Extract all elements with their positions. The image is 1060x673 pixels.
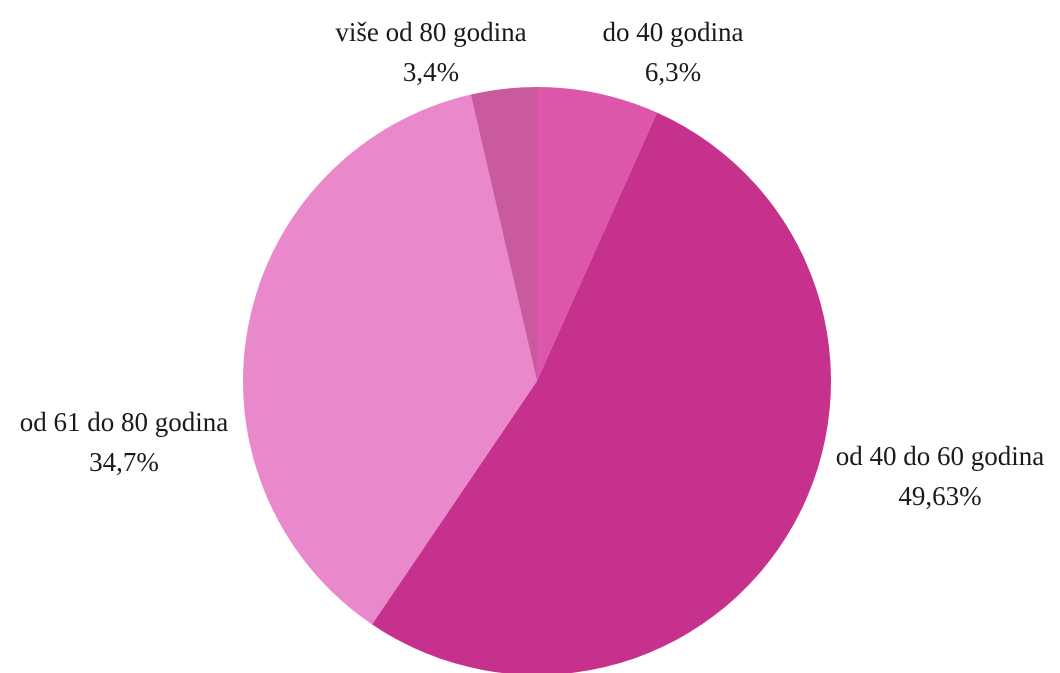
- pie-slice-1: [372, 112, 832, 673]
- slice-label-vise-od-80: više od 80 godina: [335, 17, 526, 47]
- slice-value-vise-od-80: 3,4%: [403, 57, 459, 87]
- pie-slice-3: [470, 87, 537, 381]
- slice-value-od-61-do-80: 34,7%: [89, 447, 159, 477]
- slice-value-do-40: 6,3%: [645, 57, 701, 87]
- slice-label-od-61-do-80: od 61 do 80 godina: [20, 407, 229, 437]
- slice-value-od-40-do-60: 49,63%: [898, 481, 981, 511]
- slice-label-od-40-do-60: od 40 do 60 godina: [836, 441, 1045, 471]
- pie-slices: [242, 87, 832, 673]
- pie-labels: do 40 godina 6,3% od 40 do 60 godina 49,…: [20, 17, 1045, 511]
- pie-slice-0: [537, 87, 658, 381]
- pie-slice-2: [242, 94, 537, 625]
- slice-label-do-40: do 40 godina: [603, 17, 744, 47]
